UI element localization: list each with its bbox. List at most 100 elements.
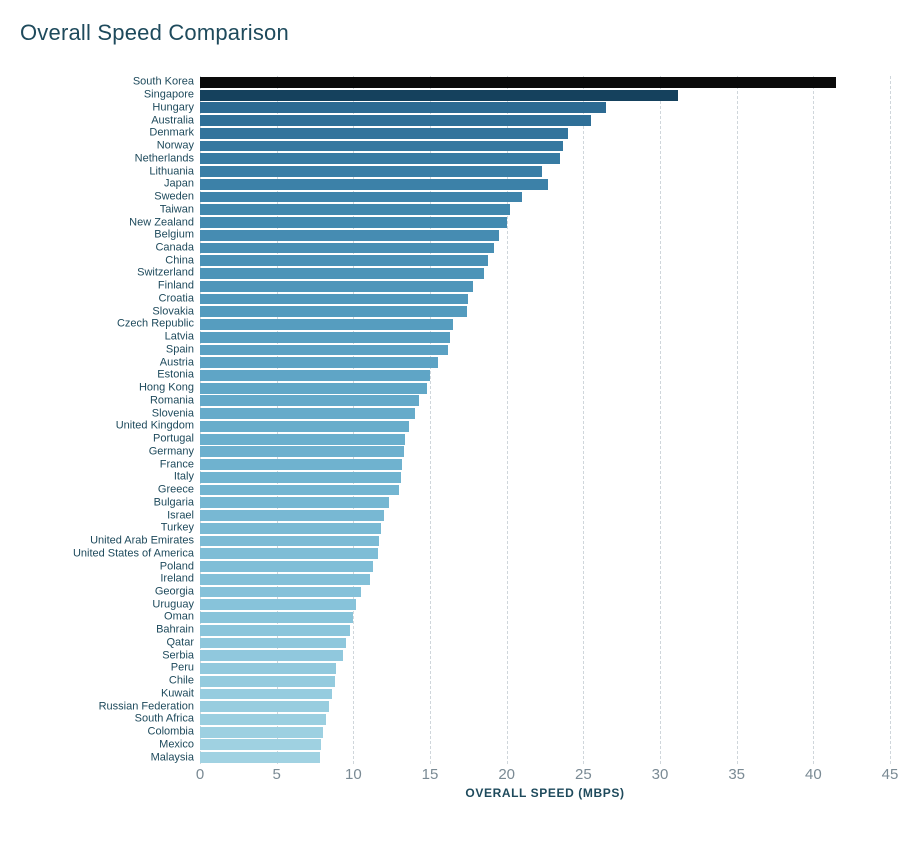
bar-row	[200, 357, 890, 368]
bar-row	[200, 638, 890, 649]
bar	[200, 650, 343, 661]
bar	[200, 587, 361, 598]
country-label: Finland	[158, 281, 194, 292]
x-tick: 10	[345, 766, 362, 783]
bar	[200, 599, 356, 610]
bar-row	[200, 230, 890, 241]
bar	[200, 574, 370, 585]
bar-row	[200, 345, 890, 356]
country-label: Germany	[149, 446, 194, 457]
bar	[200, 294, 468, 305]
bar	[200, 128, 568, 139]
bar	[200, 357, 438, 368]
x-axis-title: OVERALL SPEED (MBPS)	[465, 786, 624, 800]
bar-row	[200, 141, 890, 152]
bar	[200, 510, 384, 521]
country-label: Peru	[171, 663, 194, 674]
country-label: Georgia	[155, 587, 194, 598]
bar	[200, 306, 467, 317]
bar	[200, 434, 405, 445]
country-label: Spain	[166, 344, 194, 355]
country-label: United States of America	[73, 548, 194, 559]
bar	[200, 485, 399, 496]
bar-row	[200, 561, 890, 572]
country-label: Ireland	[160, 574, 194, 585]
bar	[200, 90, 678, 101]
bar-row	[200, 128, 890, 139]
bar-row	[200, 650, 890, 661]
country-label: Denmark	[149, 128, 194, 139]
gridline	[890, 76, 891, 764]
country-label: Romania	[150, 395, 194, 406]
country-label: Colombia	[148, 727, 194, 738]
country-label: United Kingdom	[116, 421, 194, 432]
bar	[200, 281, 473, 292]
country-label: Netherlands	[135, 153, 194, 164]
bar-row	[200, 676, 890, 687]
country-label: United Arab Emirates	[90, 536, 194, 547]
x-axis: OVERALL SPEED (MBPS) 051015202530354045	[200, 764, 890, 796]
bar	[200, 115, 591, 126]
bar	[200, 663, 336, 674]
bar	[200, 739, 321, 750]
bar-row	[200, 217, 890, 228]
country-label: South Africa	[135, 714, 194, 725]
y-labels-column: South KoreaSingaporeHungaryAustraliaDenm…	[10, 76, 200, 796]
bar	[200, 383, 427, 394]
bar	[200, 217, 507, 228]
bar-row	[200, 739, 890, 750]
bar	[200, 561, 373, 572]
chart-page: Overall Speed Comparison South KoreaSing…	[0, 0, 920, 844]
country-label: Oman	[164, 612, 194, 623]
bar-row	[200, 434, 890, 445]
bar-row	[200, 319, 890, 330]
country-label: Poland	[160, 561, 194, 572]
bar-row	[200, 383, 890, 394]
bar	[200, 625, 350, 636]
bar-row	[200, 153, 890, 164]
bar	[200, 102, 606, 113]
bar	[200, 77, 836, 88]
bar-row	[200, 587, 890, 598]
bar	[200, 459, 402, 470]
country-label: Slovenia	[152, 408, 194, 419]
country-label: Slovakia	[152, 306, 194, 317]
bar	[200, 332, 450, 343]
bar	[200, 204, 510, 215]
country-label: Taiwan	[160, 204, 194, 215]
bar-row	[200, 268, 890, 279]
bar	[200, 153, 560, 164]
country-label: Lithuania	[149, 166, 194, 177]
country-label: Serbia	[162, 650, 194, 661]
country-label: Latvia	[165, 332, 194, 343]
country-label: Italy	[174, 472, 194, 483]
bar-row	[200, 332, 890, 343]
country-label: Chile	[169, 676, 194, 687]
country-label: Norway	[157, 141, 194, 152]
bar	[200, 446, 404, 457]
bar	[200, 345, 448, 356]
country-label: Mexico	[159, 739, 194, 750]
bar-row	[200, 714, 890, 725]
bar-row	[200, 497, 890, 508]
bar-row	[200, 752, 890, 763]
x-tick: 35	[728, 766, 745, 783]
country-label: Belgium	[154, 230, 194, 241]
bar-row	[200, 102, 890, 113]
bar	[200, 612, 353, 623]
bar	[200, 319, 453, 330]
country-label: Czech Republic	[117, 319, 194, 330]
bar-row	[200, 536, 890, 547]
bar	[200, 497, 389, 508]
bar-row	[200, 485, 890, 496]
country-label: Croatia	[159, 293, 194, 304]
country-label: Bulgaria	[154, 497, 194, 508]
bar-row	[200, 689, 890, 700]
bar	[200, 268, 484, 279]
bar-row	[200, 77, 890, 88]
x-tick: 15	[422, 766, 439, 783]
bar	[200, 408, 415, 419]
bar	[200, 395, 419, 406]
bar	[200, 638, 346, 649]
bar	[200, 141, 563, 152]
